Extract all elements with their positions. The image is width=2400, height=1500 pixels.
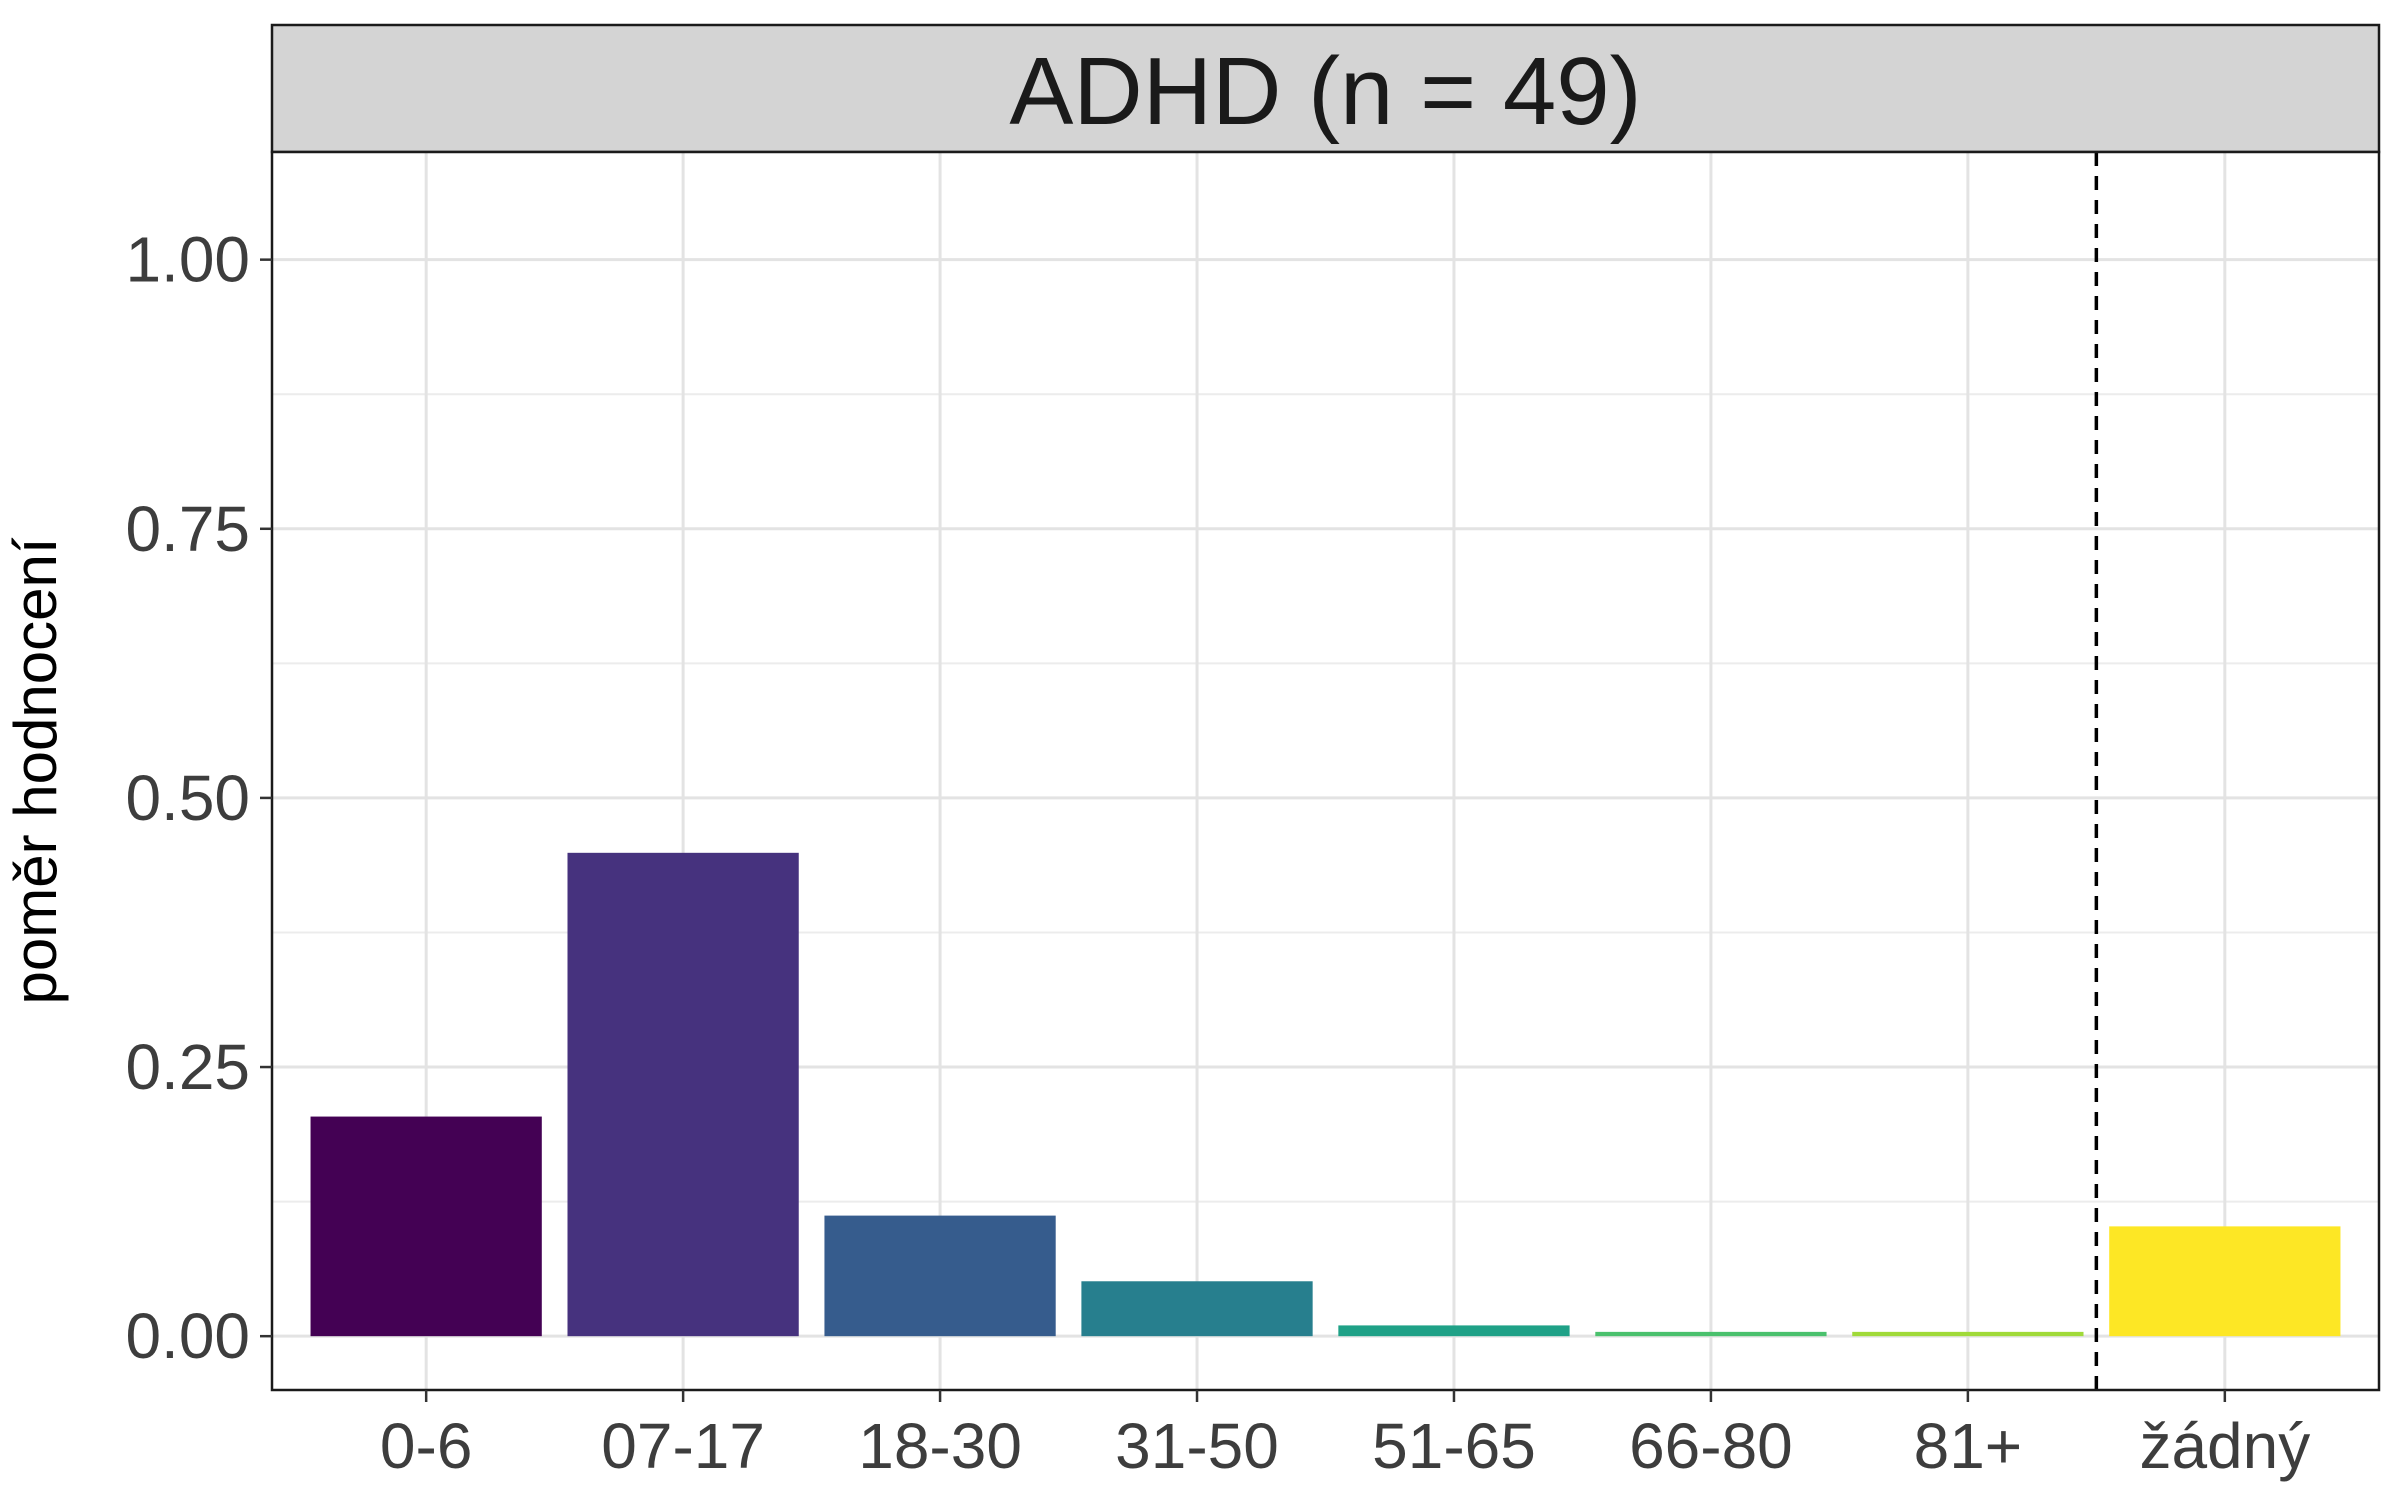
y-tick-label: 0.75 bbox=[125, 493, 250, 565]
x-tick-label: 66-80 bbox=[1629, 1410, 1793, 1482]
bar-31-50 bbox=[1081, 1281, 1313, 1337]
x-tick-label: 31-50 bbox=[1115, 1410, 1279, 1482]
bar-07-17 bbox=[567, 852, 799, 1337]
x-tick-label: 51-65 bbox=[1372, 1410, 1536, 1482]
x-axis: 0-6 07-17 18-30 31-50 51-65 66-80 81+ žádný bbox=[380, 1390, 2310, 1482]
bar-18-30 bbox=[824, 1215, 1056, 1337]
x-tick-label: 18-30 bbox=[858, 1410, 1022, 1482]
bar-žádný bbox=[2109, 1226, 2341, 1337]
x-tick-label: 07-17 bbox=[601, 1410, 765, 1482]
y-tick-label: 0.25 bbox=[125, 1031, 250, 1103]
bars bbox=[310, 852, 2341, 1337]
y-tick-label: 0.00 bbox=[125, 1300, 250, 1372]
grid bbox=[272, 152, 2379, 1390]
strip-background bbox=[270, 23, 2381, 154]
bar-51-65 bbox=[1338, 1325, 1570, 1337]
y-tick-label: 0.50 bbox=[125, 762, 250, 834]
bar-66-80 bbox=[1595, 1331, 1827, 1337]
x-tick-label: 0-6 bbox=[380, 1410, 473, 1482]
bar-81+ bbox=[1852, 1331, 2084, 1337]
panel-border bbox=[270, 150, 2381, 1392]
chart-title: ADHD (n = 49) bbox=[1009, 38, 1641, 145]
y-tick-label: 1.00 bbox=[125, 224, 250, 296]
y-axis: 0.00 0.25 0.50 0.75 1.00 bbox=[125, 224, 272, 1372]
y-axis-title: poměr hodnocení bbox=[2, 537, 69, 1004]
x-tick-label: žádný bbox=[2139, 1410, 2310, 1482]
x-tick-label: 81+ bbox=[1914, 1410, 2023, 1482]
bar-0-6 bbox=[310, 1116, 542, 1337]
